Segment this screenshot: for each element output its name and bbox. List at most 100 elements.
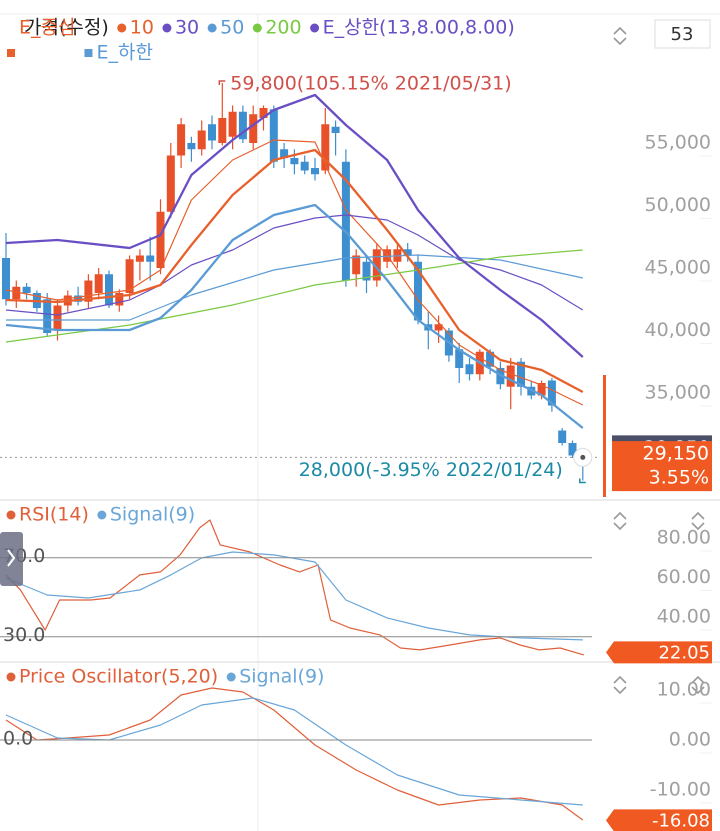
y-tick-label: 60.00	[657, 566, 711, 588]
candle-body	[12, 286, 21, 300]
candle-body	[290, 158, 299, 165]
candle-body	[187, 143, 196, 150]
last-value-label: -16.08	[652, 810, 710, 831]
series-line	[5, 93, 584, 358]
candle-body	[372, 249, 381, 281]
series-line	[5, 551, 583, 641]
candle-body	[414, 261, 422, 321]
candle-body	[280, 149, 289, 158]
candle-body	[362, 261, 371, 281]
candle-body	[238, 111, 247, 140]
plot-area	[5, 519, 584, 656]
last-price-box	[612, 441, 712, 492]
scroll-controls[interactable]	[613, 26, 705, 695]
chevron[interactable]	[691, 511, 705, 531]
series-line	[5, 249, 583, 343]
candle-body	[321, 124, 330, 171]
legend-label: E_중심	[19, 17, 75, 39]
candle-body	[434, 324, 443, 331]
candle-body	[517, 361, 525, 387]
chevron[interactable]	[613, 511, 627, 531]
candle-body	[135, 255, 144, 262]
series-line	[5, 697, 583, 806]
legend-label: 200	[265, 17, 301, 39]
series-line	[5, 214, 584, 316]
candle-body	[74, 295, 83, 302]
candle-body	[125, 259, 134, 293]
period-value[interactable]: 53	[671, 24, 694, 45]
candle-body	[84, 280, 93, 302]
handle-bg[interactable]	[0, 532, 23, 586]
candle-body	[352, 255, 361, 275]
candle-body	[259, 108, 268, 118]
candle-body	[94, 274, 103, 293]
candle-body	[156, 211, 165, 268]
annotation-label: 59,800(105.15% 2021/05/31)	[230, 73, 511, 95]
candle-body	[166, 155, 175, 212]
legend-marker	[207, 23, 217, 33]
reference-label: 30.0	[3, 624, 45, 646]
legend-label: E_하한	[96, 42, 152, 64]
y-tick-label: 50,000	[645, 194, 711, 216]
legend-marker	[252, 23, 262, 33]
candle-body	[341, 161, 350, 281]
candle-body	[197, 130, 206, 150]
y-tick-label: 40.00	[657, 605, 711, 627]
candle-body	[228, 111, 237, 137]
last-value-label: 22.05	[658, 642, 710, 663]
candle-body	[53, 305, 62, 331]
candle-body	[249, 114, 258, 143]
series-line	[5, 203, 584, 429]
change-label: 3.55%	[649, 467, 709, 489]
candle-body	[568, 443, 577, 456]
annotation-marker	[579, 478, 586, 484]
legend-label: 50	[220, 17, 244, 39]
candle-body	[558, 430, 567, 443]
candle-body	[455, 349, 464, 368]
y-tick-label: 0.00	[669, 729, 711, 751]
y-tick-label: 45,000	[645, 257, 711, 279]
series-line	[5, 148, 584, 394]
legend-label: RSI(14)	[19, 504, 89, 526]
last-value-box	[606, 809, 712, 831]
candle-body	[269, 109, 278, 162]
candle-body	[537, 383, 546, 396]
last-value-box	[606, 641, 712, 664]
legend-label: Signal(9)	[110, 504, 195, 526]
legend-marker	[7, 49, 15, 57]
reference-label: 0.0	[3, 728, 33, 750]
candle-body	[43, 299, 52, 333]
annotation-label: 28,000(-3.95% 2022/01/24)	[299, 459, 563, 481]
candle-body	[105, 274, 113, 306]
chevron[interactable]	[613, 675, 627, 695]
candle-body	[2, 258, 10, 300]
y-tick-label: 40,000	[645, 319, 711, 341]
legend-marker	[310, 23, 320, 33]
y-tick-label: -10.00	[650, 779, 711, 801]
candle-body	[331, 126, 340, 133]
legend-marker	[6, 672, 16, 682]
chevron[interactable]	[613, 26, 627, 46]
candle-body	[506, 365, 515, 387]
candle-body	[218, 118, 227, 143]
legend-marker	[162, 23, 172, 33]
series-line	[5, 687, 584, 821]
y-tick-label: 10.00	[657, 679, 711, 701]
candle-body	[465, 364, 474, 375]
handle-arrow[interactable]	[7, 549, 16, 567]
candle-body	[22, 286, 31, 293]
side-handle[interactable]	[0, 532, 23, 586]
candle-body	[146, 255, 155, 262]
legend-label: Price Oscillator(5,20)	[19, 666, 218, 688]
last-price-label: 29,150	[643, 443, 709, 465]
legend-label: E_상한(13,8.00,8.00)	[323, 17, 515, 39]
period-box[interactable]	[654, 19, 711, 49]
legend-label: Signal(9)	[239, 666, 324, 688]
candle-body	[300, 161, 309, 171]
chevron[interactable]	[691, 675, 705, 695]
candle-body	[486, 351, 495, 367]
candle-body	[208, 124, 216, 141]
annotation-marker	[218, 80, 226, 85]
legend-marker	[226, 672, 236, 682]
